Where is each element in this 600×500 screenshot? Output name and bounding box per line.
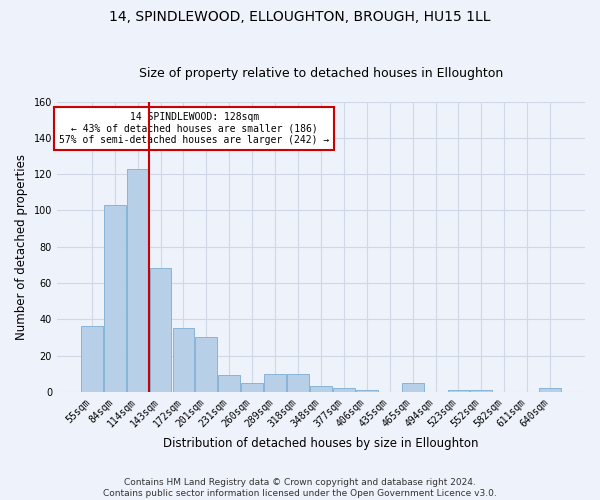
Bar: [402, 382, 424, 392]
Text: 14 SPINDLEWOOD: 128sqm
← 43% of detached houses are smaller (186)
57% of semi-de: 14 SPINDLEWOOD: 128sqm ← 43% of detached…: [59, 112, 329, 145]
Bar: [264, 374, 286, 392]
Bar: [218, 376, 240, 392]
Bar: [241, 382, 263, 392]
Bar: [333, 388, 355, 392]
Title: Size of property relative to detached houses in Elloughton: Size of property relative to detached ho…: [139, 66, 503, 80]
Text: Contains HM Land Registry data © Crown copyright and database right 2024.
Contai: Contains HM Land Registry data © Crown c…: [103, 478, 497, 498]
Bar: [539, 388, 561, 392]
Bar: [104, 205, 125, 392]
Bar: [287, 374, 309, 392]
Bar: [448, 390, 469, 392]
Bar: [81, 326, 103, 392]
Text: 14, SPINDLEWOOD, ELLOUGHTON, BROUGH, HU15 1LL: 14, SPINDLEWOOD, ELLOUGHTON, BROUGH, HU1…: [109, 10, 491, 24]
Y-axis label: Number of detached properties: Number of detached properties: [15, 154, 28, 340]
X-axis label: Distribution of detached houses by size in Elloughton: Distribution of detached houses by size …: [163, 437, 479, 450]
Bar: [356, 390, 377, 392]
Bar: [310, 386, 332, 392]
Bar: [149, 268, 172, 392]
Bar: [173, 328, 194, 392]
Bar: [470, 390, 492, 392]
Bar: [127, 168, 149, 392]
Bar: [196, 338, 217, 392]
